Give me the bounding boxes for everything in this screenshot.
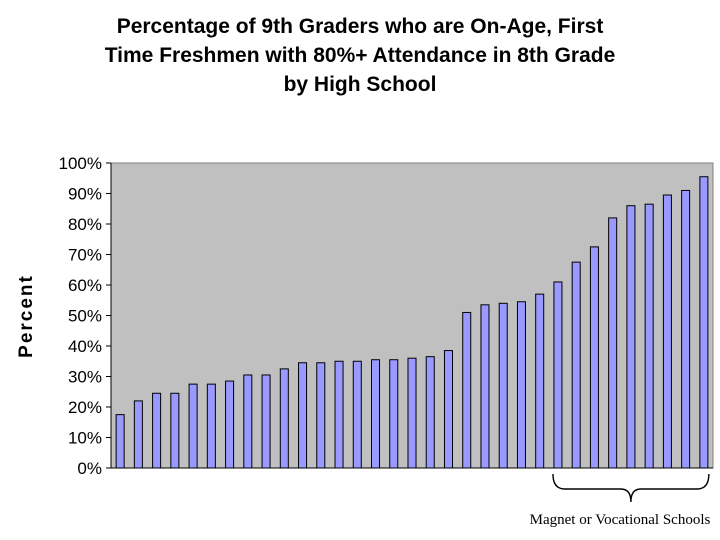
bar [681, 189, 691, 469]
bar [371, 359, 381, 469]
bar [608, 217, 618, 469]
annotation-brace [552, 473, 710, 503]
chart-title-line-3: by High School [283, 73, 437, 96]
bar [589, 246, 599, 469]
y-tick-label: 10% [68, 429, 102, 448]
bar [152, 392, 162, 469]
y-tick-label: 70% [68, 246, 102, 265]
bar [553, 281, 563, 469]
annotation-label: Magnet or Vocational Schools [530, 512, 711, 528]
bar [389, 359, 399, 469]
chart-title-line-1: Percentage of 9th Graders who are On-Age… [116, 15, 604, 38]
bar [316, 362, 326, 469]
y-tick-label: 30% [68, 368, 102, 387]
bar [516, 301, 526, 469]
bar [279, 368, 289, 469]
bar [626, 205, 636, 469]
bar [334, 360, 344, 469]
bar [571, 261, 581, 469]
bar [425, 356, 435, 469]
bars-group [115, 176, 709, 469]
bar [188, 383, 198, 469]
y-ticks-group: 0% 10% 20% 30% 40% 50% 60% 70% 80% 90% 100% [59, 154, 111, 478]
bar [298, 362, 308, 469]
bar [243, 374, 253, 469]
bar [206, 383, 216, 469]
bar [699, 176, 709, 469]
y-tick-label: 50% [68, 307, 102, 326]
y-tick-label: 80% [68, 215, 102, 234]
chart-title-line-2: Time Freshmen with 80%+ Attendance in 8t… [104, 44, 616, 67]
chart-title: Percentage of 9th Graders who are On-Age… [0, 12, 720, 99]
bar [170, 392, 180, 469]
bar [662, 194, 672, 469]
bar [352, 360, 362, 469]
bar [498, 302, 508, 469]
bar [407, 357, 417, 469]
bar [462, 311, 472, 469]
bar [644, 203, 654, 469]
bar [535, 293, 545, 469]
bar [261, 374, 271, 469]
y-tick-label: 20% [68, 398, 102, 417]
y-tick-label: 100% [59, 154, 102, 173]
bar [480, 304, 490, 469]
y-axis-label: Percent [16, 274, 37, 358]
bar [443, 350, 454, 469]
y-tick-label: 0% [77, 459, 102, 478]
bar [133, 400, 143, 469]
bar [225, 380, 235, 469]
y-tick-label: 40% [68, 337, 102, 356]
bar [115, 414, 125, 469]
y-tick-label: 60% [68, 276, 102, 295]
y-tick-label: 90% [68, 185, 102, 204]
